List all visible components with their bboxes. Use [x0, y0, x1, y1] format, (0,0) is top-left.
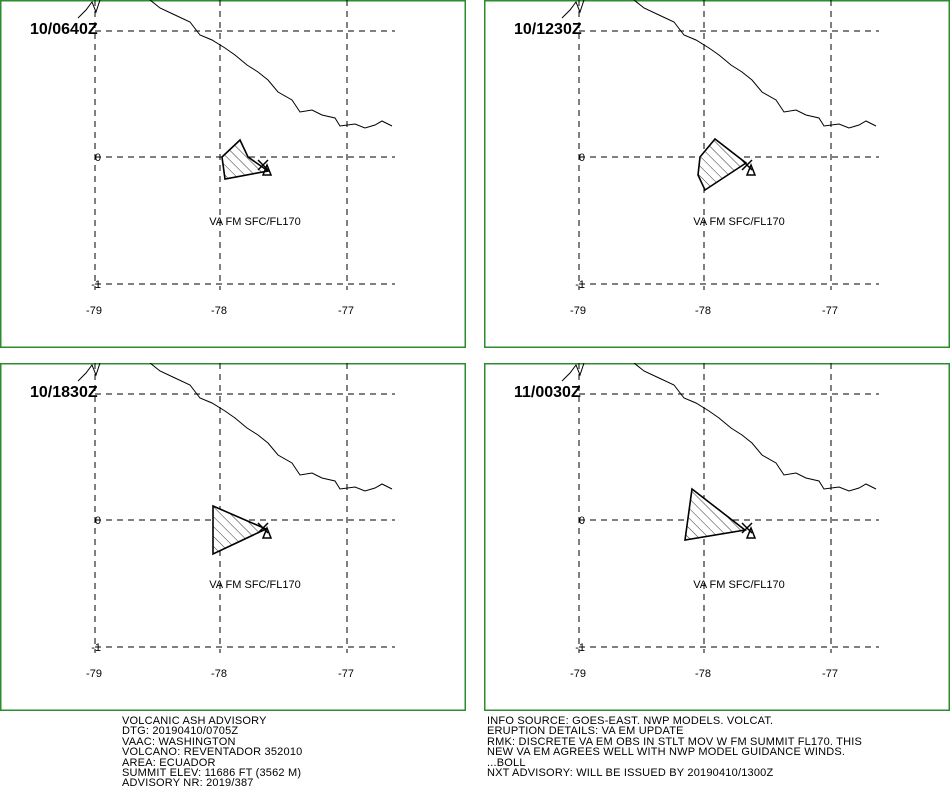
- lat-label: -1: [575, 279, 585, 291]
- map-panel: 10/1830Z VA FM SFC/FL170 0 -1 -79 -78 -77: [0, 363, 466, 711]
- map-panel: 10/0640Z VA FM SFC/FL170 0 -1 -79 -78 -77: [0, 0, 466, 348]
- lon-label: -77: [338, 668, 354, 680]
- advisory-line: RMK: DISCRETE VA EM OBS IN STLT MOV W FM…: [487, 735, 863, 748]
- lon-label: -77: [822, 668, 838, 680]
- lat-label: 0: [95, 152, 101, 164]
- lon-label: -79: [86, 668, 102, 680]
- ash-label: VA FM SFC/FL170: [693, 579, 785, 591]
- coastline: [77, 363, 393, 492]
- lon-label: -77: [822, 305, 838, 317]
- panel-frame: [484, 363, 950, 711]
- lon-label: -78: [695, 668, 711, 680]
- volcano-mark: [741, 159, 753, 171]
- advisory-right: INFO SOURCE: GOES-EAST. NWP MODELS. VOLC…: [487, 715, 863, 780]
- lon-label: -78: [211, 305, 227, 317]
- advisory-line: ...BOLL: [487, 756, 526, 769]
- advisory-line: DTG: 20190410/0705Z: [122, 725, 239, 738]
- ash-area: [221, 138, 271, 180]
- map-panel: 10/1230Z VA FM SFC/FL170 0 -1 -79 -78 -77: [484, 0, 950, 348]
- advisory-line: NXT ADVISORY: WILL BE ISSUED BY 20190410…: [487, 767, 774, 780]
- panel-frame: [0, 0, 466, 348]
- lon-label: -79: [570, 668, 586, 680]
- advisory-line: INFO SOURCE: GOES-EAST. NWP MODELS. VOLC…: [487, 715, 774, 727]
- panel-frame: [484, 0, 950, 348]
- ash-area: [697, 137, 748, 192]
- lon-label: -77: [338, 305, 354, 317]
- lat-label: -1: [575, 642, 585, 654]
- valid-time: 11/0030Z: [514, 384, 581, 401]
- volcano-mark: [257, 159, 269, 171]
- ash-label: VA FM SFC/FL170: [209, 216, 301, 228]
- ash-area: [212, 504, 268, 556]
- valid-time: 10/1830Z: [30, 384, 98, 401]
- lat-label: 0: [579, 152, 585, 164]
- advisory-line: SUMMIT ELEV: 11686 FT (3562 M): [122, 767, 302, 780]
- coastline: [561, 363, 877, 492]
- map-panel: 11/0030Z VA FM SFC/FL170 0 -1 -79 -78 -77: [484, 363, 950, 711]
- ash-label: VA FM SFC/FL170: [209, 579, 301, 591]
- lon-label: -78: [695, 305, 711, 317]
- volcano-symbol: [261, 162, 273, 176]
- advisory-line: AREA: ECUADOR: [122, 756, 216, 769]
- lon-label: -79: [570, 305, 586, 317]
- panel-frame: [0, 363, 466, 711]
- lat-label: -1: [91, 642, 101, 654]
- advisory-left: VOLCANIC ASH ADVISORY DTG: 20190410/0705Z…: [122, 715, 303, 790]
- coastline: [561, 0, 877, 129]
- lat-label: -1: [91, 279, 101, 291]
- advisory-line: NEW VA EM AGREES WELL WITH NWP MODEL GUI…: [487, 746, 846, 759]
- volcano-symbol: [261, 525, 273, 539]
- coastline: [77, 0, 393, 129]
- lat-label: 0: [95, 515, 101, 527]
- lon-label: -78: [211, 668, 227, 680]
- advisory-line: VOLCANO: REVENTADOR 352010: [122, 746, 303, 759]
- advisory-line: ADVISORY NR: 2019/387: [122, 777, 254, 790]
- volcano-symbol: [745, 162, 757, 176]
- valid-time: 10/1230Z: [514, 21, 582, 38]
- advisory-line: VOLCANIC ASH ADVISORY: [122, 715, 267, 727]
- volcano-mark: [741, 522, 753, 534]
- volcano-symbol: [745, 525, 757, 539]
- ash-label: VA FM SFC/FL170: [693, 216, 785, 228]
- advisory-line: ERUPTION DETAILS: VA EM UPDATE: [487, 725, 684, 738]
- advisory-line: VAAC: WASHINGTON: [122, 735, 236, 748]
- lon-label: -79: [86, 305, 102, 317]
- volcano-mark: [257, 522, 269, 534]
- lat-label: 0: [579, 515, 585, 527]
- valid-time: 10/0640Z: [30, 21, 98, 38]
- ash-area: [684, 487, 747, 541]
